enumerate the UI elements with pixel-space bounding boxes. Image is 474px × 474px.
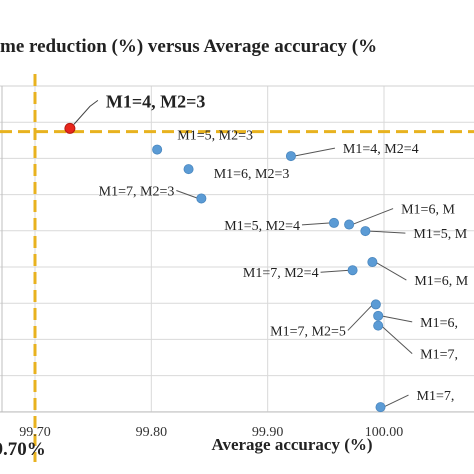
data-point (285, 151, 296, 162)
data-point (347, 265, 358, 276)
leader-line (347, 304, 374, 331)
leader-line (383, 394, 409, 408)
label-leader-lines (73, 99, 413, 408)
leader-line (351, 208, 394, 226)
point-label: M1=4, M2=4 (343, 142, 419, 157)
point-label: M1=7, (420, 348, 458, 363)
x-tick-label: 99.90 (252, 425, 284, 440)
leader-line (320, 269, 350, 273)
data-point (328, 217, 339, 228)
point-label: M1=7, (417, 389, 455, 404)
point-label: M1=5, M2=4 (224, 219, 300, 234)
point-label: M1=6, M (401, 203, 455, 218)
leader-line (301, 222, 332, 226)
point-label: M1=7, M2=4 (243, 266, 319, 281)
point-label: M1=5, M (413, 227, 467, 242)
data-point (373, 310, 384, 321)
data-point (152, 144, 163, 155)
x-tick-labels: 99.70 99.80 99.90 100.00 (19, 425, 403, 440)
point-label: M1=7, M2=5 (270, 324, 346, 339)
highlight-point (64, 122, 76, 134)
data-points (64, 122, 386, 413)
data-point (344, 219, 355, 230)
point-label: M1=7, M2=3 (99, 184, 175, 199)
point-label: M1=6, M (414, 274, 468, 289)
point-label: M1=6, (420, 316, 458, 331)
x-axis-label: Average accuracy (%) (211, 435, 372, 454)
leader-line (368, 230, 406, 234)
data-point (360, 226, 371, 237)
highlight-label: M1=4, M2=3 (106, 91, 205, 111)
reference-line-label: 99.70% (0, 439, 46, 460)
leader-line (381, 315, 413, 323)
data-point (375, 402, 386, 413)
data-point (196, 193, 207, 204)
data-point (183, 164, 194, 175)
leader-line (375, 261, 407, 281)
point-label: M1=6, M2=3 (214, 167, 290, 182)
point-label: M1=5, M2=3 (177, 129, 253, 144)
chart-title: me reduction (%) versus Average accuracy… (0, 36, 377, 57)
leader-line (293, 147, 336, 157)
x-tick-label: 99.70 (19, 425, 51, 440)
leader-line (380, 325, 413, 354)
x-tick-label: 99.80 (136, 425, 168, 440)
point-labels: M1=4, M2=3 M1=5, M2=3 M1=4, M2=4 M1=6, M2=3… (99, 91, 469, 404)
data-point (367, 257, 378, 268)
leader-line (176, 190, 199, 199)
data-point (373, 320, 384, 331)
data-point (370, 299, 381, 310)
highlight-leader-line (73, 99, 99, 125)
x-tick-label: 100.00 (365, 425, 404, 440)
